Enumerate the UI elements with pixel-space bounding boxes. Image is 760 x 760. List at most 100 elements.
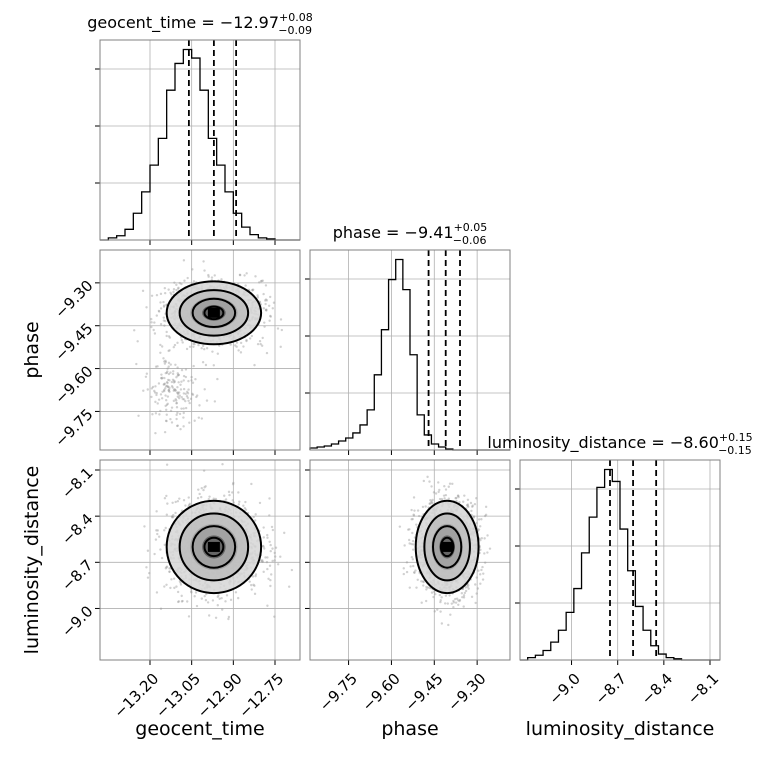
sample-point: [268, 514, 271, 517]
sample-point: [162, 357, 165, 360]
sample-point: [430, 501, 433, 504]
sample-point: [466, 503, 470, 506]
sample-point: [220, 278, 223, 281]
sample-point: [447, 485, 450, 488]
sample-point: [206, 601, 210, 604]
sample-point: [262, 570, 265, 574]
sample-point: [262, 545, 265, 548]
sample-point: [471, 505, 474, 508]
sample-point: [150, 325, 153, 329]
sample-point: [261, 559, 264, 562]
sample-point: [265, 560, 269, 564]
sample-point: [177, 391, 181, 394]
x-tick-label-phase: −9.30: [444, 670, 489, 715]
sample-point: [176, 385, 179, 389]
panel-frame: [99, 249, 301, 451]
sample-point: [151, 413, 154, 416]
sample-point: [205, 399, 209, 402]
sample-point: [410, 508, 413, 512]
sample-point: [164, 526, 167, 530]
sample-point: [175, 399, 178, 402]
sample-point: [475, 576, 478, 579]
sample-point: [150, 294, 154, 298]
sample-point: [270, 525, 274, 529]
sample-point: [133, 329, 136, 332]
sample-point: [174, 389, 177, 392]
sample-point: [182, 411, 185, 415]
sample-point: [437, 481, 440, 484]
sample-point: [200, 417, 204, 420]
sample-point: [162, 305, 166, 308]
sample-point: [191, 381, 195, 384]
sample-point: [172, 577, 176, 580]
sample-point: [486, 551, 489, 554]
sample-point: [163, 389, 166, 393]
sample-point: [152, 328, 155, 332]
sample-point: [438, 497, 442, 501]
sample-point: [467, 584, 470, 587]
y-axis-label-phase: phase: [21, 321, 43, 378]
sample-point: [212, 364, 215, 367]
sample-point: [243, 506, 247, 510]
sample-point: [476, 587, 480, 590]
sample-point: [173, 388, 177, 391]
sample-point: [451, 482, 454, 486]
sample-point: [168, 570, 171, 573]
sample-point: [271, 547, 274, 550]
sample-point: [178, 394, 181, 397]
sample-point: [171, 386, 174, 389]
sample-point: [204, 485, 207, 488]
sample-point: [273, 551, 276, 555]
sample-point: [462, 596, 466, 599]
sample-point: [154, 538, 158, 541]
sample-point: [155, 510, 158, 513]
sample-point: [221, 608, 224, 611]
sample-point: [150, 395, 153, 399]
sample-point: [181, 599, 184, 603]
sample-point: [266, 604, 269, 607]
sample-point: [412, 496, 416, 499]
sample-point: [405, 570, 409, 574]
sample-point: [176, 392, 180, 396]
sample-point: [180, 368, 184, 372]
sample-point: [412, 564, 415, 568]
sample-point: [412, 514, 416, 517]
panel-frame: [99, 39, 301, 241]
sample-point: [166, 378, 170, 382]
sample-point: [190, 375, 193, 379]
scatter-panel-geocent_time-vs-luminosity_distance: [95, 459, 301, 665]
sample-point: [184, 368, 188, 371]
sample-point: [168, 336, 172, 339]
sample-point: [271, 559, 274, 563]
sample-point: [479, 573, 482, 576]
sample-point: [156, 532, 159, 536]
sample-point: [416, 578, 419, 582]
sample-point: [186, 396, 190, 400]
sample-point: [259, 342, 262, 346]
sample-point: [181, 397, 185, 401]
sample-point: [187, 388, 190, 391]
sample-point: [174, 363, 177, 366]
sample-point: [413, 509, 416, 512]
sample-point: [202, 488, 205, 492]
sample-point: [172, 370, 175, 373]
sample-point: [177, 373, 180, 376]
contour-line: [439, 536, 455, 558]
density-peak: [441, 541, 454, 552]
sample-point: [211, 350, 214, 353]
sample-point: [182, 416, 185, 419]
sample-point: [439, 610, 442, 613]
sample-point: [188, 502, 192, 506]
sample-point: [269, 584, 272, 588]
sample-point: [167, 389, 171, 393]
sample-point: [216, 377, 219, 381]
x-tick-label-luminosity_distance: −8.7: [592, 670, 630, 708]
sample-point: [443, 484, 446, 488]
contour-line: [432, 525, 463, 569]
sample-point: [185, 347, 189, 351]
sample-point: [197, 343, 200, 347]
sample-point: [261, 560, 265, 563]
sample-point: [477, 528, 481, 531]
sample-point: [165, 583, 168, 586]
sample-point: [477, 569, 480, 572]
